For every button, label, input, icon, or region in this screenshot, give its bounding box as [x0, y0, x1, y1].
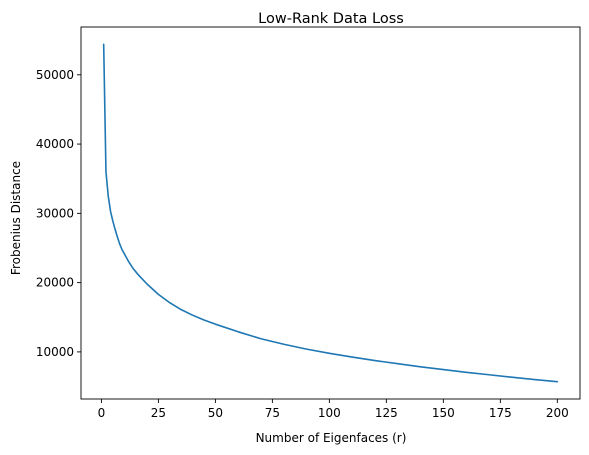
x-tick-label: 200	[546, 406, 569, 420]
x-tick-label: 100	[318, 406, 341, 420]
x-tick-label: 150	[432, 406, 455, 420]
x-tick-label: 0	[98, 406, 106, 420]
x-tick-label: 50	[208, 406, 223, 420]
y-axis-ticks: 10000 20000 30000 40000 50000	[36, 68, 81, 359]
y-tick-label: 20000	[36, 276, 74, 290]
y-tick-label: 40000	[36, 137, 74, 151]
x-tick-label: 25	[151, 406, 166, 420]
x-axis-ticks: 0 25 50 75 100 125 150 175 200	[98, 399, 569, 420]
y-tick-label: 50000	[36, 68, 74, 82]
x-tick-label: 175	[489, 406, 512, 420]
chart-title: Low-Rank Data Loss	[258, 11, 404, 27]
plot-area: 0 25 50 75 100 125 150 175 200 10000 20000 30000 40…	[36, 26, 581, 420]
x-tick-label: 75	[265, 406, 280, 420]
y-axis-title: Frobenius Distance	[9, 161, 23, 275]
series-layer	[102, 43, 559, 383]
y-tick-label: 10000	[36, 345, 74, 359]
y-tick-label: 30000	[36, 206, 74, 220]
x-axis-title: Number of Eigenfaces (r)	[256, 431, 407, 445]
x-tick-label: 125	[375, 406, 398, 420]
series-line-0	[102, 43, 559, 383]
plot-frame	[80, 26, 581, 400]
